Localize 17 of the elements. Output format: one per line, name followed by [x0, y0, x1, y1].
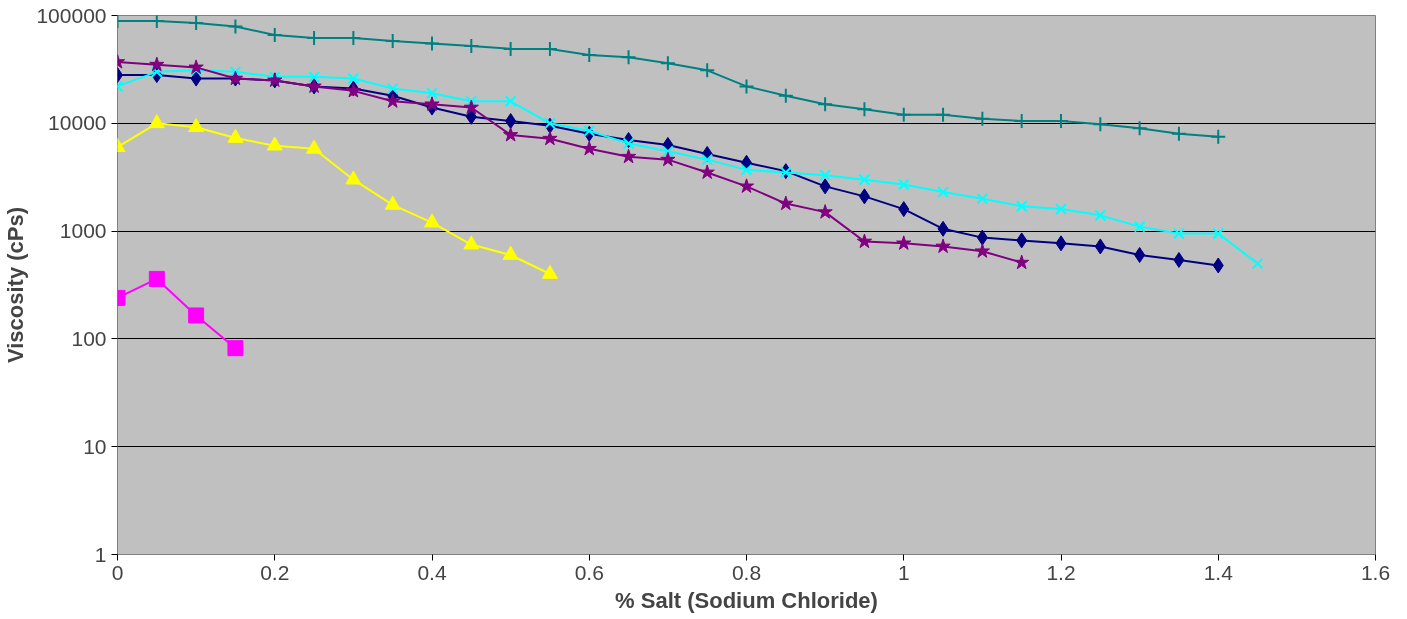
y-tick-label: 10000 — [48, 111, 107, 135]
x-tick-label: 1.6 — [1360, 560, 1391, 584]
x-tick-label: 1.2 — [1046, 560, 1076, 584]
y-axis-title: Viscosity (cPs) — [3, 206, 29, 364]
y-tick-label: 1000 — [59, 219, 107, 243]
y-tick-label: 1 — [94, 542, 107, 566]
x-tick-label: 1 — [897, 560, 910, 584]
y-tick-label: 10 — [83, 434, 107, 458]
x-tick-label: 0.8 — [731, 560, 762, 584]
x-tick-label: 0.2 — [260, 560, 290, 584]
x-tick-label: 0.4 — [417, 560, 447, 584]
x-axis-title: % Salt (Sodium Chloride) — [615, 587, 878, 613]
y-tick-label: 100000 — [36, 3, 107, 27]
x-tick-label: 0 — [111, 560, 124, 584]
x-tick-label: 0.6 — [574, 560, 604, 584]
y-tick-label: 100 — [71, 326, 107, 350]
x-tick-label: 1.4 — [1203, 560, 1234, 584]
